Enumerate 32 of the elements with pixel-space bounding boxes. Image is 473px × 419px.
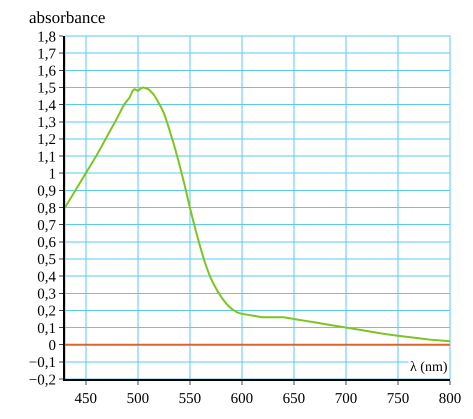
y-tick-label: 0,9 <box>37 184 56 200</box>
x-tick-label: 600 <box>230 391 254 407</box>
y-tick-label: 0,5 <box>37 252 56 268</box>
line-series <box>65 86 450 342</box>
y-tick-label: 1,2 <box>37 132 56 148</box>
y-tick-label: 0,2 <box>37 304 56 320</box>
y-tick-label: 0,4 <box>37 269 56 286</box>
y-tick-label: 1,8 <box>37 29 56 46</box>
y-tick-label: −0,1 <box>28 355 56 372</box>
y-tick-label: 0,3 <box>37 286 56 302</box>
x-tick-label: 750 <box>386 391 410 407</box>
x-tick-label: 700 <box>334 391 358 407</box>
y-tick-label: 0,1 <box>37 320 56 337</box>
y-tick-label: 1,1 <box>37 149 56 166</box>
y-tick-label: 1,7 <box>37 46 56 62</box>
x-tick-label: 650 <box>282 391 306 407</box>
y-tick-label: 1,4 <box>37 98 56 114</box>
y-tick-label: −0,2 <box>28 372 56 388</box>
y-tick-label: 1,5 <box>37 80 56 97</box>
y-axis-title: absorbance <box>29 8 106 27</box>
y-tick-label: 1,3 <box>37 115 56 131</box>
y-tick-label: 0,6 <box>37 235 56 252</box>
y-tick-label: 0 <box>48 338 56 354</box>
y-tick-label: 1,6 <box>37 64 56 80</box>
y-tick-label: 0,8 <box>37 200 56 217</box>
x-tick-label: 550 <box>178 391 202 407</box>
x-tick-label: 500 <box>126 391 150 407</box>
y-tick-label: 1 <box>48 166 56 182</box>
x-tick-label: 800 <box>438 391 462 407</box>
x-tick-label: 450 <box>74 391 98 407</box>
x-axis-title: λ (nm) <box>410 360 448 375</box>
y-tick-label: 0,7 <box>37 218 56 234</box>
